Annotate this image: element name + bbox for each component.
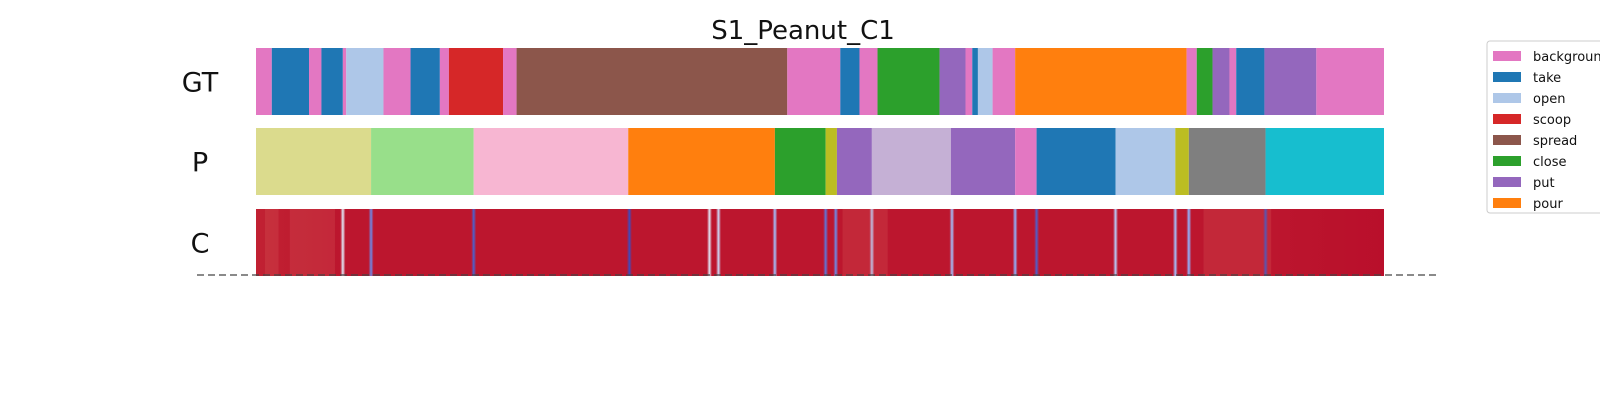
confidence-texture-3 xyxy=(1203,209,1272,276)
segment-gt-11 xyxy=(516,48,788,115)
legend-swatch-close xyxy=(1493,156,1521,166)
segment-gt-5 xyxy=(346,48,384,115)
row-label-c: C xyxy=(191,229,210,260)
confidence-texture-1 xyxy=(289,209,335,276)
segment-p-4 xyxy=(774,128,826,195)
segment-p-2 xyxy=(473,128,629,195)
legend-label-take: take xyxy=(1533,71,1561,86)
segment-p-14 xyxy=(1265,128,1384,195)
legend-label-background: background xyxy=(1533,50,1600,65)
confidence-texture-2 xyxy=(842,209,888,276)
segment-gt-7 xyxy=(410,48,440,115)
legend-swatch-put xyxy=(1493,177,1521,187)
segment-gt-12 xyxy=(787,48,841,115)
row-label-p: P xyxy=(192,148,208,179)
segment-gt-18 xyxy=(972,48,978,115)
segment-gt-25 xyxy=(1229,48,1237,115)
segment-p-9 xyxy=(1015,128,1037,195)
segment-gt-16 xyxy=(939,48,966,115)
row-label-gt: GT xyxy=(182,68,219,99)
legend-label-scoop: scoop xyxy=(1533,113,1571,128)
legend-label-close: close xyxy=(1533,155,1566,170)
segment-gt-15 xyxy=(877,48,940,115)
segment-gt-4 xyxy=(342,48,347,115)
legend-swatch-take xyxy=(1493,72,1521,82)
segment-gt-8 xyxy=(439,48,449,115)
row-p: P xyxy=(192,128,1384,195)
legend: background take open scoop spread close put pou… xyxy=(1486,40,1600,214)
row-c: C xyxy=(191,209,1384,276)
legend-frame xyxy=(1486,40,1600,214)
segment-gt-1 xyxy=(271,48,310,115)
segment-gt-10 xyxy=(503,48,517,115)
legend-label-put: put xyxy=(1533,176,1555,191)
legend-swatch-open xyxy=(1493,93,1521,103)
legend-label-pour: pour xyxy=(1533,197,1563,212)
segment-gt-21 xyxy=(1015,48,1187,115)
segment-gt-14 xyxy=(859,48,878,115)
confidence-strip xyxy=(256,209,1384,276)
segment-gt-19 xyxy=(977,48,993,115)
segment-gt-28 xyxy=(1316,48,1384,115)
segment-gt-0 xyxy=(256,48,272,115)
segment-gt-9 xyxy=(448,48,504,115)
legend-label-spread: spread xyxy=(1533,134,1577,149)
segment-p-7 xyxy=(871,128,951,195)
segment-p-8 xyxy=(950,128,1016,195)
segment-p-12 xyxy=(1175,128,1189,195)
legend-label-open: open xyxy=(1533,92,1565,107)
chart-title: S1_Peanut_C1 xyxy=(711,16,895,46)
segment-p-10 xyxy=(1036,128,1116,195)
segment-p-3 xyxy=(628,128,775,195)
rows-layer: GT P C xyxy=(182,48,1384,276)
segment-gt-13 xyxy=(840,48,860,115)
segment-gt-23 xyxy=(1196,48,1213,115)
segment-gt-17 xyxy=(965,48,973,115)
segment-p-13 xyxy=(1188,128,1266,195)
segment-gt-2 xyxy=(309,48,322,115)
confidence-texture-0 xyxy=(265,209,279,276)
segment-p-0 xyxy=(256,128,372,195)
legend-swatch-scoop xyxy=(1493,114,1521,124)
segment-p-5 xyxy=(825,128,837,195)
segment-gt-26 xyxy=(1236,48,1265,115)
legend-swatch-background xyxy=(1493,51,1521,61)
segment-gt-20 xyxy=(992,48,1016,115)
segment-gt-27 xyxy=(1264,48,1317,115)
segment-p-6 xyxy=(836,128,872,195)
legend-swatch-pour xyxy=(1493,198,1521,208)
segment-gt-6 xyxy=(383,48,411,115)
legend-swatch-spread xyxy=(1493,135,1521,145)
segment-p-11 xyxy=(1115,128,1176,195)
segment-gt-24 xyxy=(1212,48,1230,115)
segment-gt-22 xyxy=(1186,48,1197,115)
row-gt: GT xyxy=(182,48,1384,115)
segment-gt-3 xyxy=(321,48,343,115)
segment-p-1 xyxy=(371,128,474,195)
